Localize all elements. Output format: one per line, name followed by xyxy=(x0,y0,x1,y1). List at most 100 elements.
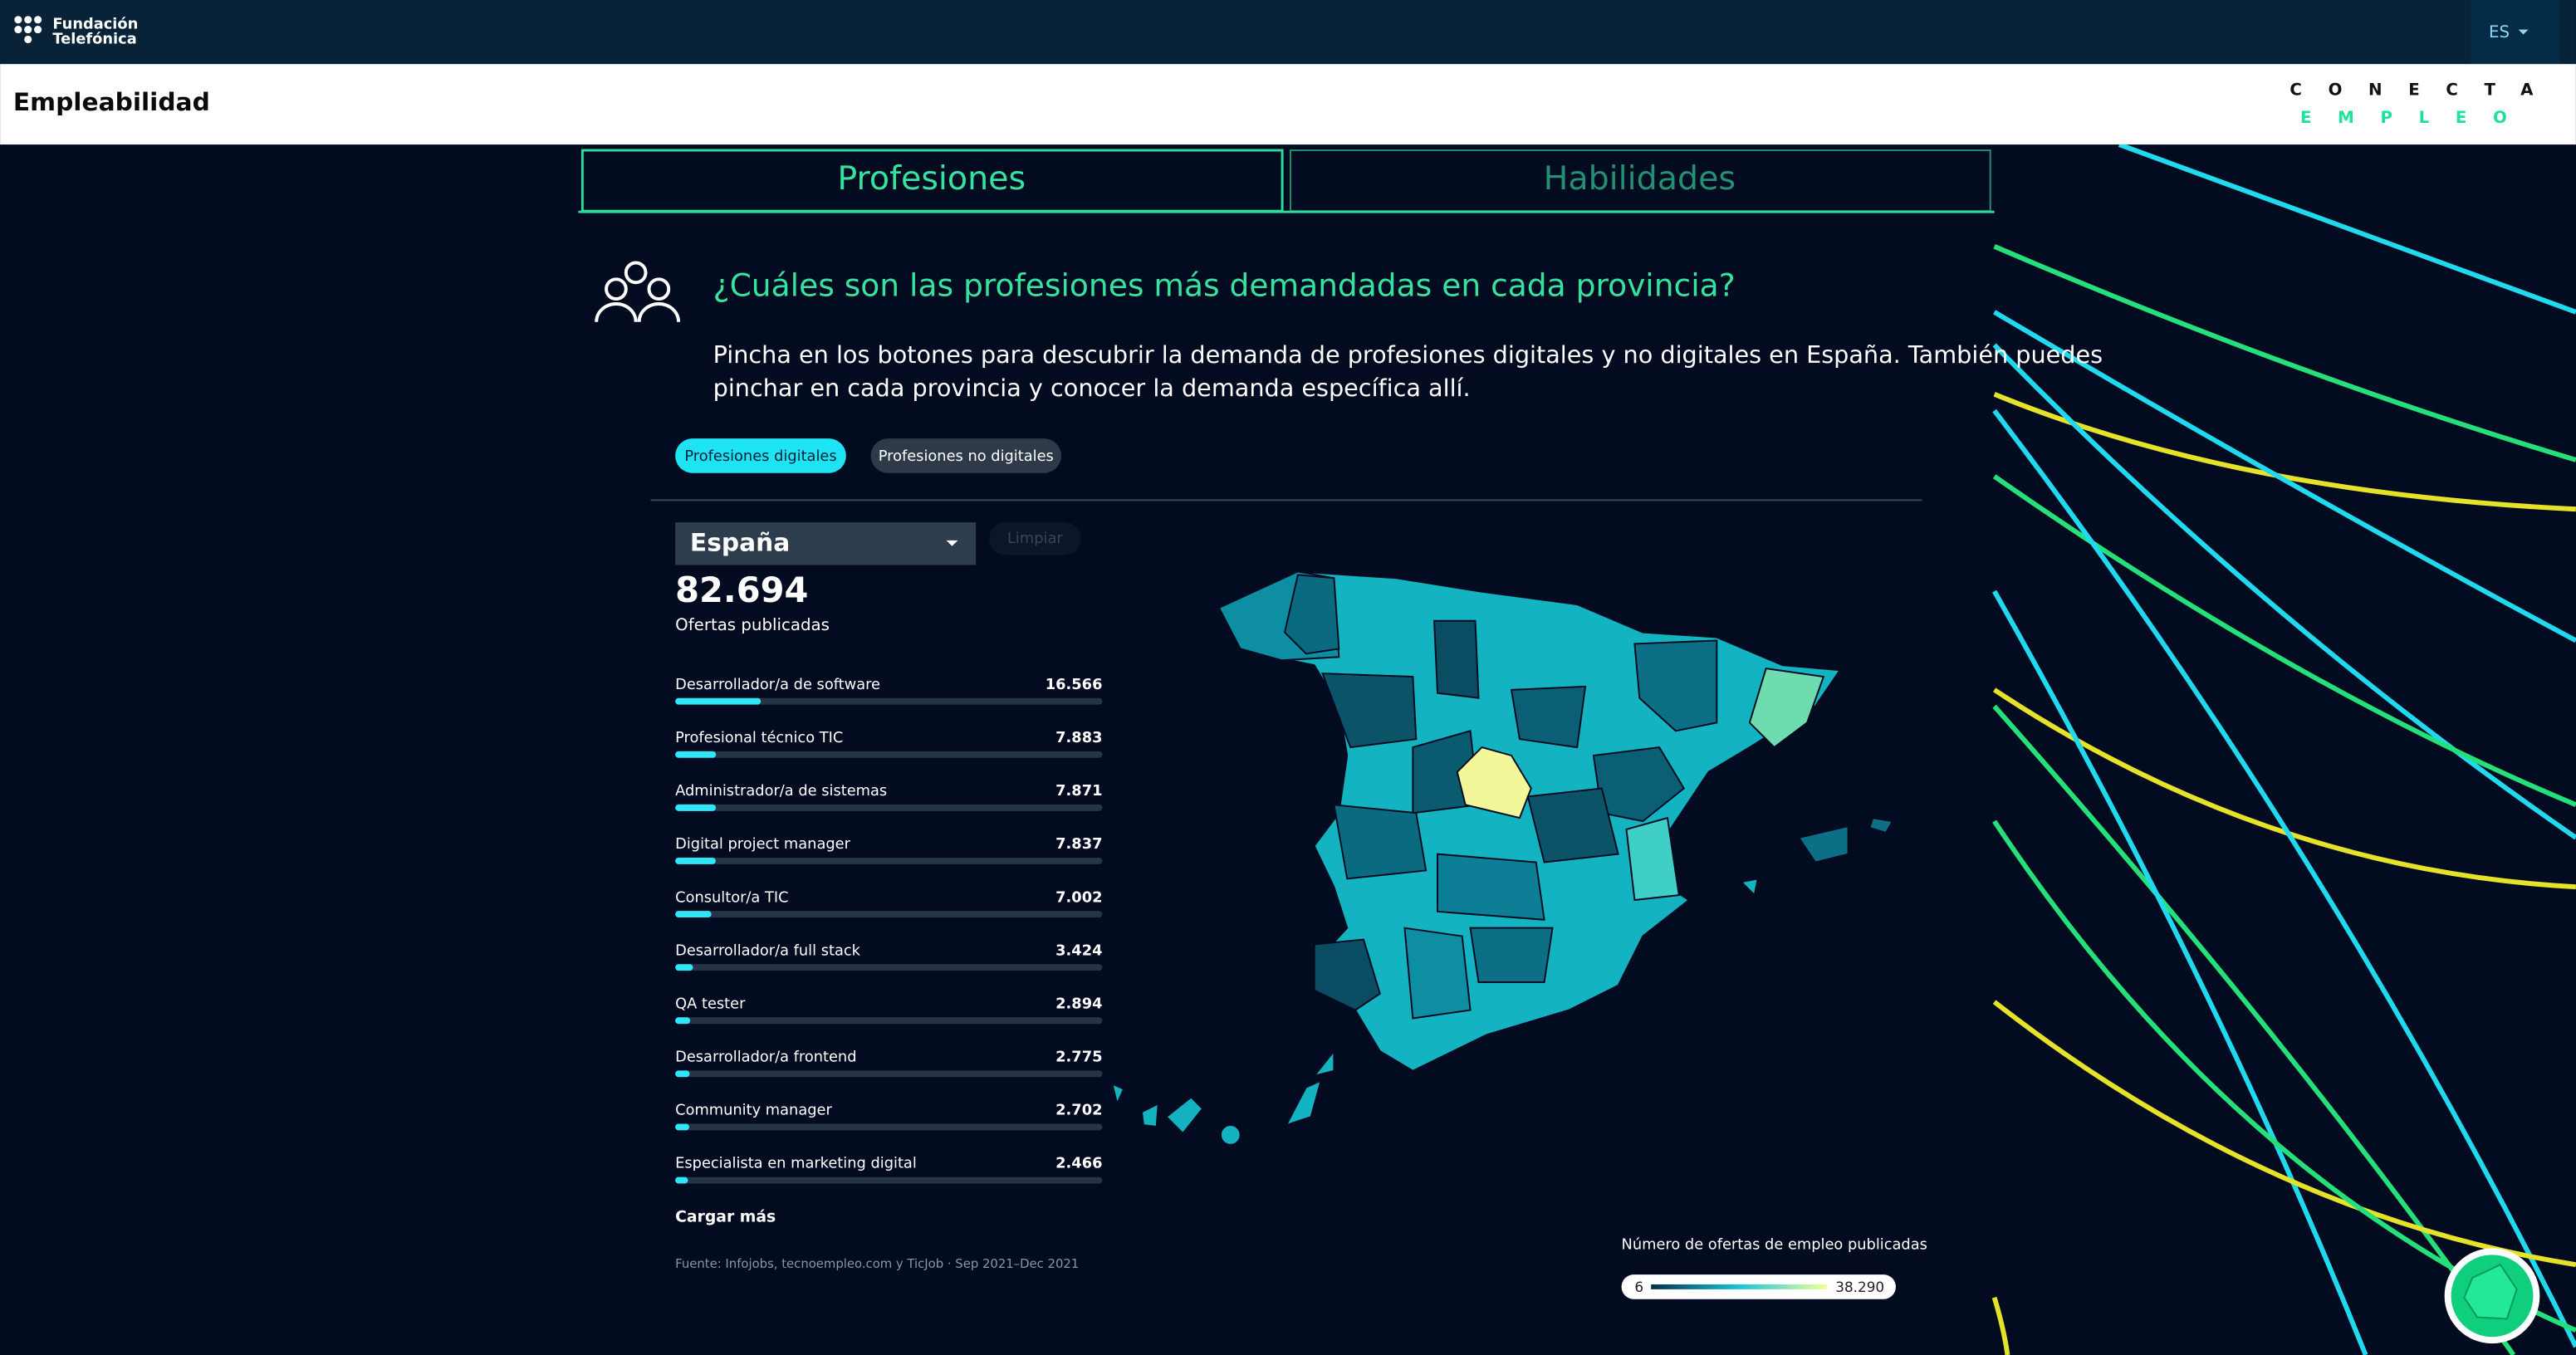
profession-name: Desarrollador/a full stack xyxy=(675,942,861,959)
bar xyxy=(675,858,716,864)
province[interactable] xyxy=(1797,824,1849,863)
profession-name: Community manager xyxy=(675,1102,832,1119)
bar-track xyxy=(675,697,1103,705)
province[interactable] xyxy=(1437,853,1545,921)
profession-value: 3.424 xyxy=(1055,942,1102,959)
clear-label[interactable]: Limpiar xyxy=(1007,530,1063,547)
province[interactable] xyxy=(1433,619,1480,699)
clear-button[interactable] xyxy=(988,522,1081,555)
profession-value: 2.775 xyxy=(1055,1049,1102,1066)
caret xyxy=(2518,29,2529,35)
province[interactable] xyxy=(1313,938,1381,1011)
total: 82.694 xyxy=(675,570,808,610)
region-select[interactable] xyxy=(675,522,977,565)
province[interactable] xyxy=(1321,673,1418,749)
bar xyxy=(675,1123,689,1131)
province[interactable] xyxy=(1469,927,1554,983)
brand-text: Fundación xyxy=(52,16,138,33)
province[interactable] xyxy=(1633,639,1718,732)
profession-value: 2.702 xyxy=(1055,1102,1102,1119)
province[interactable] xyxy=(1283,574,1340,655)
profession-name: Consultor/a TIC xyxy=(675,888,788,906)
province[interactable] xyxy=(1748,668,1825,749)
island[interactable] xyxy=(1312,1049,1335,1078)
top-bar xyxy=(0,0,2576,65)
island[interactable] xyxy=(1219,1124,1241,1146)
profession-name: Especialista en marketing digital xyxy=(675,1155,917,1172)
description: Pincha en los botones para descubrir la … xyxy=(713,340,2103,369)
island[interactable] xyxy=(1110,1082,1125,1107)
profession-value: 7.002 xyxy=(1055,888,1102,906)
legend-gradient xyxy=(1651,1284,1827,1289)
province[interactable] xyxy=(1868,817,1894,834)
load-more[interactable]: Cargar más xyxy=(675,1208,776,1225)
bar-track xyxy=(675,1176,1103,1184)
profession-name: Digital project manager xyxy=(675,835,850,853)
caret xyxy=(946,540,958,546)
bar-track xyxy=(675,804,1103,811)
tab-label[interactable]: Profesiones xyxy=(837,159,1026,198)
bar xyxy=(675,751,717,758)
bar xyxy=(675,697,762,705)
province-madrid[interactable] xyxy=(1456,746,1532,819)
decoration xyxy=(1991,142,2576,1355)
badge-icon xyxy=(2463,1263,2518,1320)
bar xyxy=(675,1017,691,1025)
bar xyxy=(675,911,712,918)
profession-name: Profesional técnico TIC xyxy=(675,729,843,746)
province[interactable] xyxy=(1403,927,1472,1020)
brand-text: Telefónica xyxy=(52,30,136,47)
profession-value: 2.466 xyxy=(1055,1155,1102,1172)
brand-logo xyxy=(14,16,42,44)
island[interactable] xyxy=(1140,1102,1159,1128)
source: Fuente: Infojobs, tecnoempleo.com y TicJ… xyxy=(675,1257,1079,1271)
total-caption: Ofertas publicadas xyxy=(675,615,830,634)
province[interactable] xyxy=(1510,685,1587,749)
profession-value: 7.883 xyxy=(1055,729,1102,746)
filter-button[interactable] xyxy=(870,438,1062,473)
province[interactable] xyxy=(1333,804,1428,880)
language-label[interactable]: ES xyxy=(2489,22,2510,42)
bar-track xyxy=(675,1017,1103,1025)
bar-track xyxy=(675,1070,1103,1078)
bar-track xyxy=(675,858,1103,864)
province[interactable] xyxy=(1625,816,1680,902)
description: pinchar en cada provincia y conocer la d… xyxy=(713,374,1471,402)
profession-name: QA tester xyxy=(675,995,746,1012)
profession-value: 7.837 xyxy=(1055,835,1102,853)
bar xyxy=(675,1070,690,1078)
island[interactable] xyxy=(1165,1096,1204,1135)
profession-list: Desarrollador/a de software 16.566 Profesi… xyxy=(675,676,1103,1184)
filter-label[interactable]: Profesiones digitales xyxy=(684,448,836,465)
bar xyxy=(675,1176,688,1184)
question: ¿Cuáles son las profesiones más demandad… xyxy=(713,267,1736,304)
profession-value: 16.566 xyxy=(1046,676,1103,693)
legend-min: 6 xyxy=(1634,1279,1643,1295)
bar xyxy=(675,804,717,811)
profession-name: Desarrollador/a de software xyxy=(675,676,880,693)
language-selector[interactable] xyxy=(2471,0,2560,65)
map xyxy=(1110,570,1894,1146)
bar-track xyxy=(675,911,1103,918)
profession-value: 2.894 xyxy=(1055,995,1102,1012)
logo-text: CONECTA xyxy=(2290,80,2559,99)
province[interactable] xyxy=(1526,787,1619,863)
region-select-label[interactable]: España xyxy=(690,527,790,556)
profession-name: Administrador/a de sistemas xyxy=(675,782,887,800)
province[interactable] xyxy=(1739,878,1760,898)
tab-label[interactable]: Habilidades xyxy=(1544,159,1736,198)
legend-max: 38.290 xyxy=(1835,1279,1884,1295)
filter-button-active[interactable] xyxy=(675,438,846,473)
logo-text: EMPLEO xyxy=(2300,108,2533,127)
profession-name: Desarrollador/a frontend xyxy=(675,1049,856,1066)
people-icon xyxy=(595,261,681,322)
sub-header xyxy=(0,64,2576,145)
bar xyxy=(675,964,693,971)
bar-track xyxy=(675,964,1103,971)
bar-track xyxy=(675,751,1103,758)
filter-label[interactable]: Profesiones no digitales xyxy=(879,448,1054,465)
page-title: Empleabilidad xyxy=(13,87,210,116)
island[interactable] xyxy=(1285,1079,1323,1127)
